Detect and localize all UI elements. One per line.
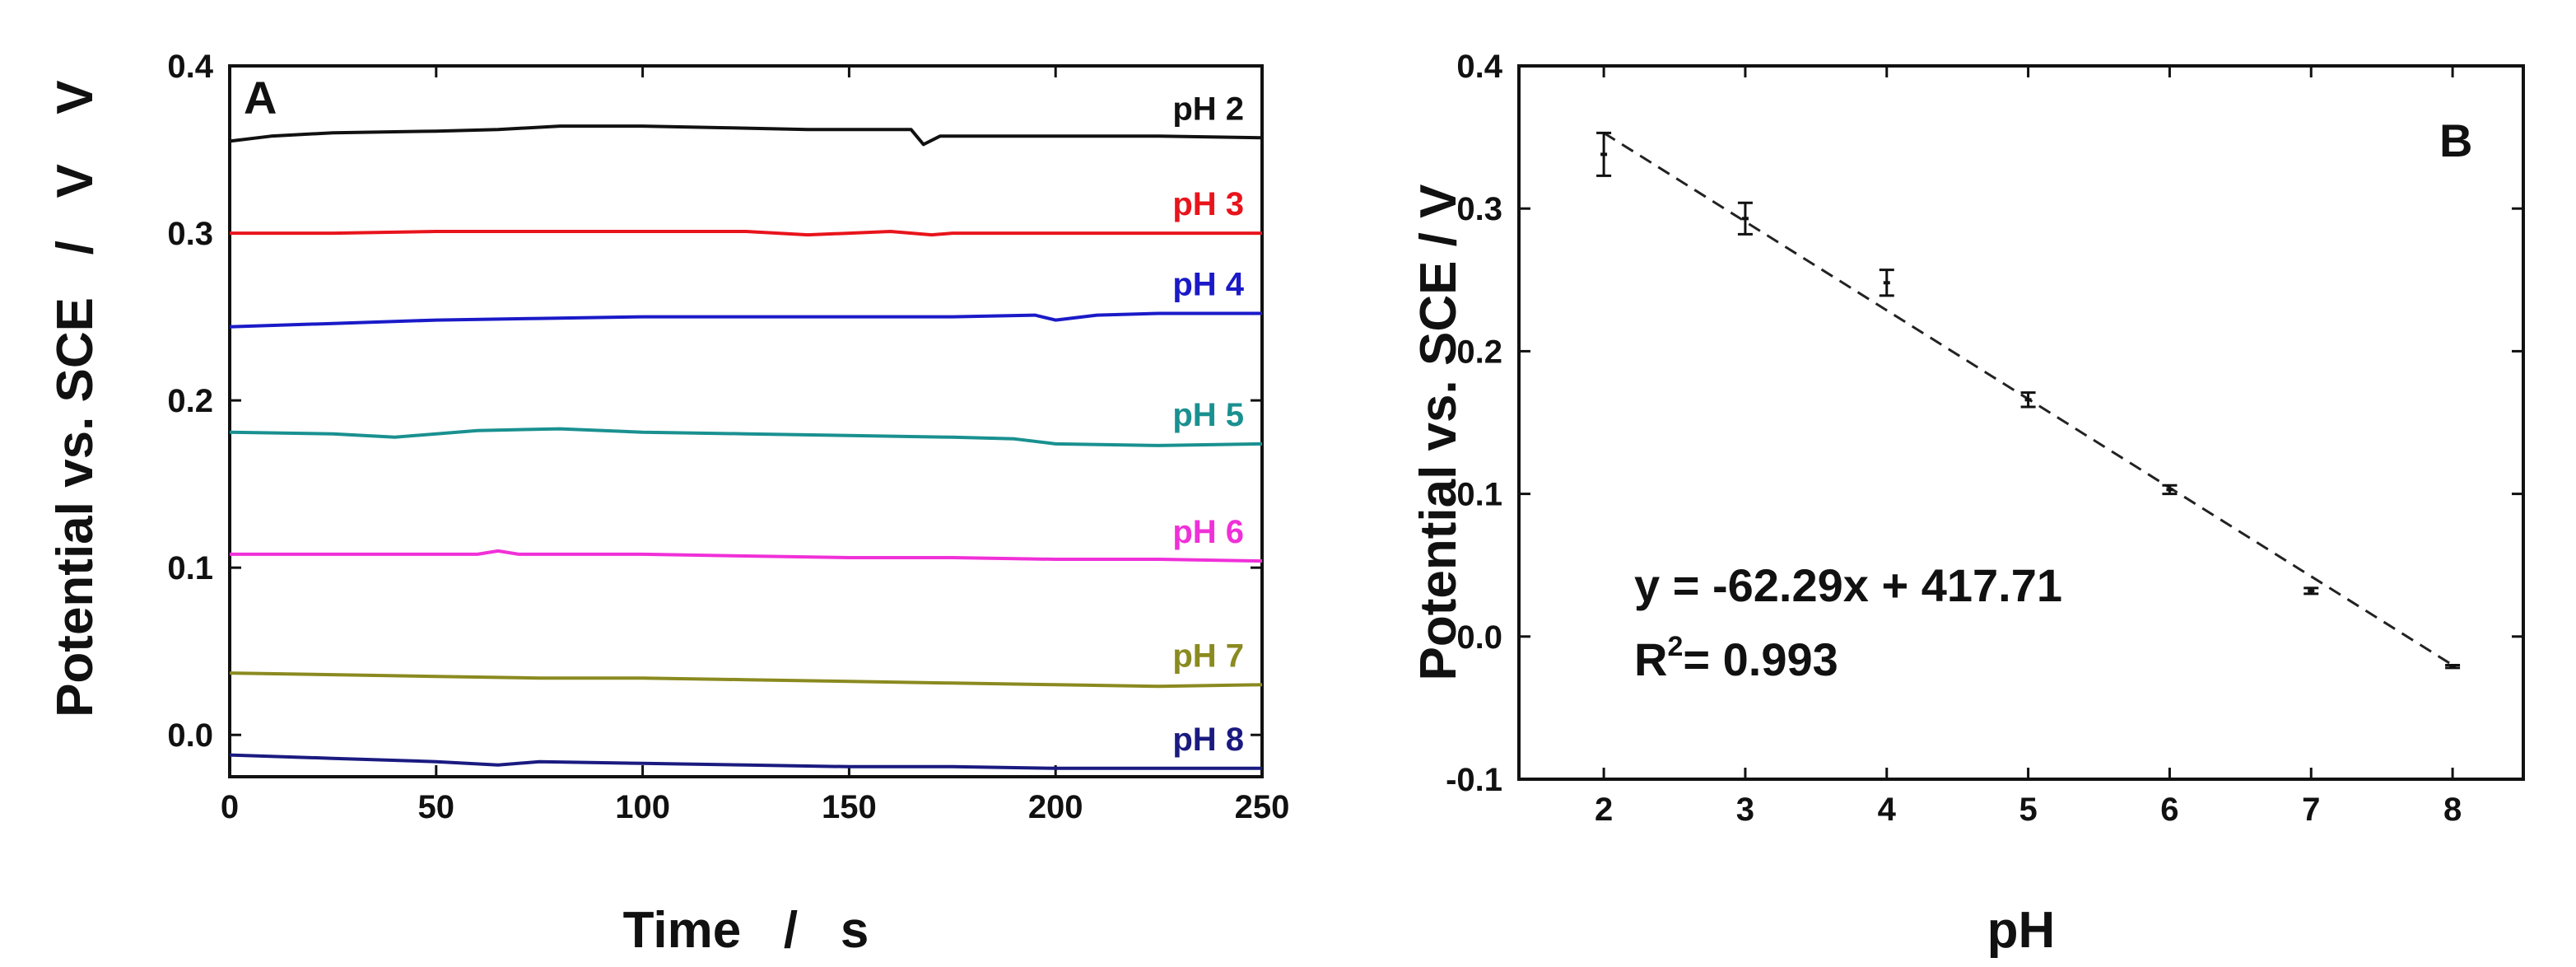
panel-b-y-tick-label: -0.1 xyxy=(1446,762,1502,798)
panel-b-chart: 2 3 4 5 6 7 8 -0.1 0.0 0.1 0.2 0.3 0.4 B y = -62.29… xyxy=(1410,49,2525,959)
series-line-ph-4 xyxy=(229,311,1262,329)
panel-a-y-ticks: 0.0 0.1 0.2 0.3 0.4 xyxy=(167,49,1262,754)
series-line-ph-7 xyxy=(229,671,1263,689)
data-point-ph-8 xyxy=(2445,663,2461,670)
panel-a-x-tick-label: 100 xyxy=(615,789,670,825)
panel-b-x-tick-label: 3 xyxy=(1736,792,1754,828)
data-point-ph-3 xyxy=(1737,201,1753,236)
panel-b-x-tick-label: 4 xyxy=(1878,792,1897,828)
panel-a-x-ticks: 0 50 100 150 200 250 xyxy=(221,66,1290,825)
panel-a-y-tick-label: 0.0 xyxy=(167,717,213,754)
panel-b-y-tick-label: 0.0 xyxy=(1456,619,1502,656)
panel-a-y-tick-label: 0.2 xyxy=(167,383,213,419)
panel-a-x-axis-title: Time / s xyxy=(623,902,869,959)
panel-b-data-points xyxy=(1596,131,2461,670)
data-point-ph-7 xyxy=(2303,586,2319,596)
series-label-ph-5: pH 5 xyxy=(1172,397,1244,433)
panel-b-x-tick-label: 6 xyxy=(2160,792,2178,828)
panel-b-y-tick-label: 0.1 xyxy=(1456,477,1502,513)
data-point-ph-6 xyxy=(2162,484,2178,496)
series-label-ph-4: pH 4 xyxy=(1172,267,1244,303)
series-label-ph-3: pH 3 xyxy=(1172,186,1244,222)
panel-b-y-axis-title: Potential vs. SCE / V xyxy=(1410,185,1467,681)
panel-b-x-ticks: 2 3 4 5 6 7 8 xyxy=(1595,66,2462,828)
data-point-ph-2 xyxy=(1596,131,1612,177)
series-line-ph-3 xyxy=(230,230,1262,237)
panel-b-y-tick-label: 0.3 xyxy=(1456,191,1502,227)
panel-a-chart: 0 50 100 150 200 250 0.0 0.1 0.2 0.3 0.4 pH 2 pH 3… xyxy=(47,49,1289,959)
panel-b-y-ticks: -0.1 0.0 0.1 0.2 0.3 0.4 xyxy=(1446,49,2523,798)
series-label-ph-7: pH 7 xyxy=(1172,638,1244,674)
panel-b-x-tick-label: 7 xyxy=(2302,792,2320,828)
panel-b-x-tick-label: 2 xyxy=(1595,792,1613,828)
panel-b-y-tick-label: 0.2 xyxy=(1456,334,1502,370)
r-squared-superscript: 2 xyxy=(1667,631,1683,662)
r-squared-label: R2= 0.993 xyxy=(1634,631,1838,685)
r-squared-value: = 0.993 xyxy=(1683,633,1838,685)
panel-a-plot-frame xyxy=(228,64,1264,778)
series-label-ph-8: pH 8 xyxy=(1172,722,1244,758)
panel-a-y-tick-label: 0.4 xyxy=(167,49,213,85)
series-line-ph-6 xyxy=(230,549,1263,563)
panel-b-letter: B xyxy=(2439,114,2472,166)
panel-a-y-axis-title: Potential vs. SCE / V xyxy=(47,164,104,717)
data-point-ph-5 xyxy=(2020,391,2036,409)
panel-b-x-tick-label: 8 xyxy=(2443,792,2462,828)
panel-a-letter: A xyxy=(244,72,277,124)
series-label-ph-2: pH 2 xyxy=(1172,91,1244,127)
panel-a-x-tick-label: 150 xyxy=(822,789,877,825)
panel-b-x-axis-title: pH xyxy=(1987,902,2056,959)
series-label-ph-6: pH 6 xyxy=(1172,514,1244,550)
panel-a-y-unit: V xyxy=(47,80,104,114)
panel-a-series-lines xyxy=(229,124,1263,770)
series-line-ph-5 xyxy=(229,427,1263,447)
panel-b-y-tick-label: 0.4 xyxy=(1456,49,1502,85)
fit-equation: y = -62.29x + 417.71 xyxy=(1634,559,2062,611)
panel-a-y-tick-label: 0.3 xyxy=(167,216,213,252)
panel-b-plot-frame xyxy=(1517,64,2525,781)
r-squared-prefix: R xyxy=(1634,633,1667,685)
panel-a-series-labels: pH 2 pH 3 pH 4 pH 5 pH 6 pH 7 pH 8 xyxy=(1172,91,1244,758)
series-line-ph-2 xyxy=(229,124,1263,147)
panel-a-x-tick-label: 250 xyxy=(1235,789,1290,825)
panel-a-x-tick-label: 0 xyxy=(221,789,239,825)
panel-a-x-tick-label: 200 xyxy=(1028,789,1083,825)
panel-b-x-tick-label: 5 xyxy=(2019,792,2037,828)
panel-a-y-tick-label: 0.1 xyxy=(167,550,213,586)
panel-a-x-tick-label: 50 xyxy=(418,789,455,825)
data-point-ph-4 xyxy=(1879,269,1894,297)
series-line-ph-8 xyxy=(229,753,1262,770)
